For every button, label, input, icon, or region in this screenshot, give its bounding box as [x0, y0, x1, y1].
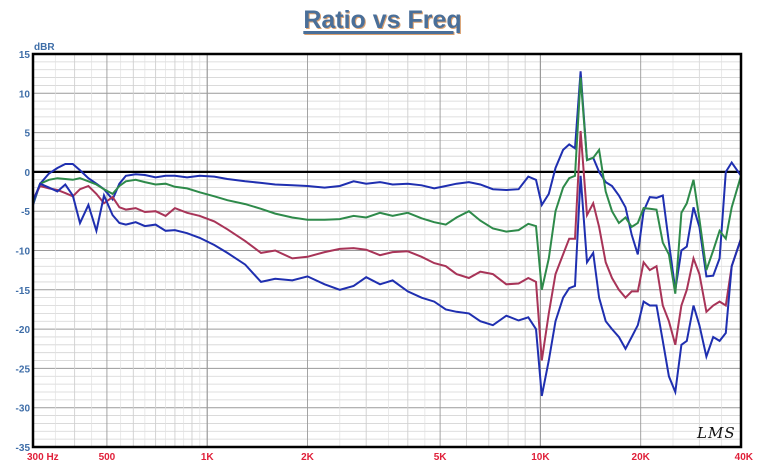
y-axis-ticks: 15 10 5 0 -5 -10 -15 -20 -25 -30 -35 — [16, 50, 31, 454]
x-tick-label: 10K — [531, 452, 550, 463]
series-line-2 — [32, 77, 742, 294]
y-tick-label: -10 — [16, 247, 31, 258]
y-tick-label: -35 — [16, 443, 31, 454]
x-tick-label: 500 — [99, 452, 116, 463]
x-tick-label: 1K — [201, 452, 215, 463]
x-axis-ticks: 300 Hz 500 1K 2K 5K 10K 20K 40K — [27, 452, 754, 463]
series-line-4 — [32, 175, 742, 397]
x-tick-label: 5K — [434, 452, 448, 463]
series-line-3 — [32, 130, 742, 361]
x-tick-label: 2K — [301, 452, 315, 463]
y-tick-label: -15 — [16, 286, 31, 297]
y-tick-label: 5 — [24, 129, 30, 140]
x-tick-label: 300 Hz — [27, 452, 59, 463]
lms-logo: LMS — [697, 424, 736, 442]
y-axis-label: dBR — [34, 42, 55, 53]
y-tick-label: -5 — [21, 207, 30, 218]
y-tick-label: 10 — [19, 89, 31, 100]
y-tick-label: 15 — [19, 50, 31, 61]
grid-lines — [33, 53, 741, 448]
x-tick-label: 20K — [632, 452, 651, 463]
y-tick-label: -30 — [16, 404, 31, 415]
y-tick-label: -25 — [16, 364, 31, 375]
y-tick-label: -20 — [16, 325, 31, 336]
data-series — [32, 71, 742, 397]
chart-title: Ratio vs Freq — [303, 6, 462, 34]
series-line-1 — [32, 71, 742, 290]
y-tick-label: 0 — [24, 168, 30, 179]
plot-frame — [31, 52, 743, 449]
x-tick-label: 40K — [735, 452, 754, 463]
